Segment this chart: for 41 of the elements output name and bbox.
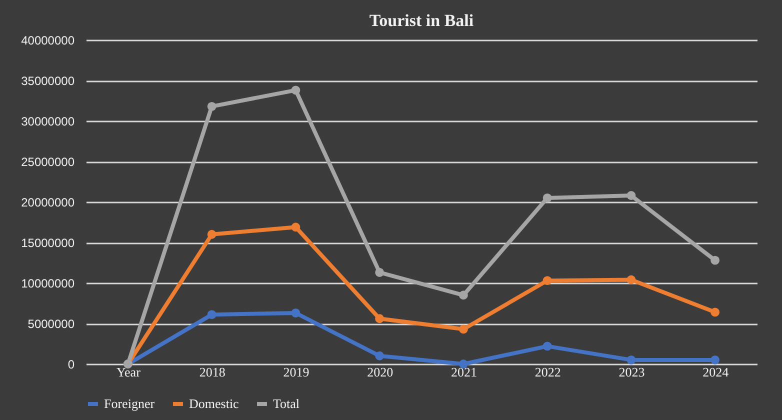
point bbox=[375, 314, 384, 324]
point bbox=[458, 324, 468, 334]
point bbox=[291, 222, 300, 232]
y-tick-label: 35000000 bbox=[21, 74, 75, 88]
y-tick-label: 0 bbox=[68, 358, 75, 372]
point bbox=[375, 351, 384, 360]
legend-label: Total bbox=[273, 396, 300, 411]
point bbox=[542, 342, 552, 351]
y-tick-label: 20000000 bbox=[21, 196, 75, 210]
y-tick-label: 30000000 bbox=[21, 114, 75, 128]
point bbox=[710, 355, 720, 364]
x-tick-label: 2020 bbox=[367, 364, 394, 380]
point bbox=[207, 310, 216, 320]
point bbox=[458, 290, 468, 300]
chart-title: Tourist in Bali bbox=[369, 11, 474, 30]
y-tick-label: 25000000 bbox=[21, 155, 75, 169]
y-tick-label: 10000000 bbox=[21, 276, 75, 290]
x-tick-label: 2023 bbox=[618, 364, 645, 380]
x-tick-label: 2022 bbox=[534, 364, 561, 380]
point bbox=[626, 275, 636, 284]
point bbox=[207, 230, 216, 239]
x-tick-label: 2024 bbox=[702, 364, 730, 380]
legend-label: Domestic bbox=[189, 396, 240, 411]
x-tick-label: 2021 bbox=[450, 364, 477, 380]
point bbox=[207, 102, 216, 111]
point bbox=[626, 355, 636, 364]
point bbox=[291, 86, 300, 95]
y-tick-label: 15000000 bbox=[21, 236, 75, 250]
point bbox=[710, 308, 720, 317]
x-tick-label: 2019 bbox=[283, 364, 310, 380]
legend-label: Foreigner bbox=[104, 396, 156, 411]
y-tick-label: 5000000 bbox=[28, 317, 75, 331]
point bbox=[542, 276, 552, 286]
y-tick-label: 40000000 bbox=[21, 34, 75, 48]
point bbox=[626, 191, 636, 200]
x-tick-label: Year bbox=[116, 364, 142, 380]
x-tick-label: 2018 bbox=[199, 364, 226, 380]
point bbox=[291, 308, 300, 318]
point bbox=[710, 256, 720, 265]
point bbox=[542, 193, 552, 202]
point bbox=[375, 268, 384, 277]
